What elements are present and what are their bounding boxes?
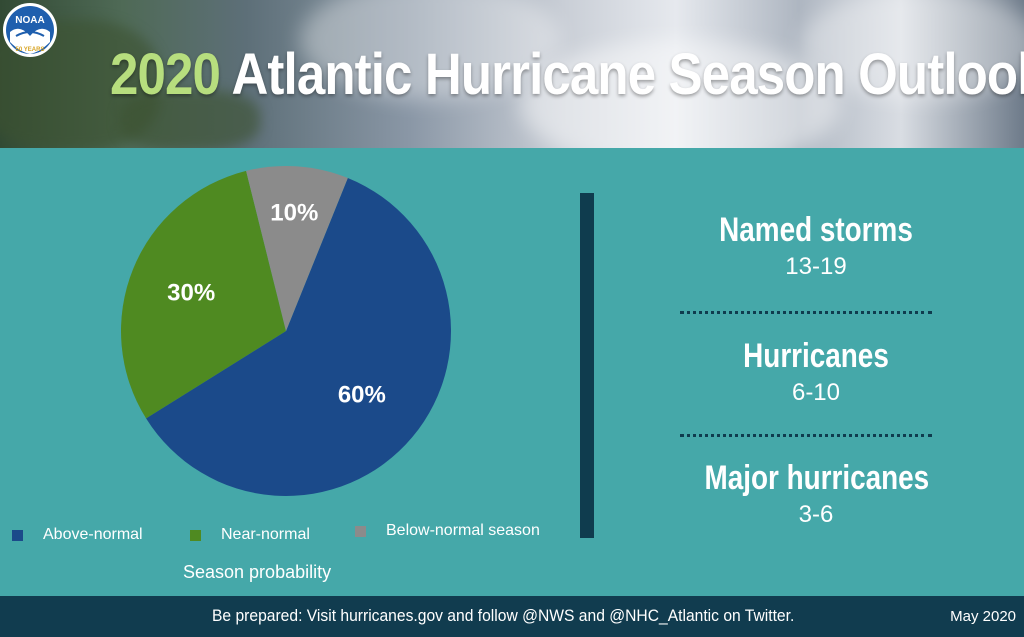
noaa-logo-icon: NOAA 50 YEARS bbox=[3, 3, 57, 57]
stat-label: Hurricanes bbox=[743, 337, 889, 375]
stat-major-hurricanes: Major hurricanes 3-6 bbox=[680, 458, 952, 530]
stat-named-storms: Named storms 13-19 bbox=[680, 210, 952, 282]
logo-text: NOAA bbox=[15, 15, 44, 26]
pie-chart: 60% 30% 10% bbox=[121, 166, 451, 497]
pie-label: 30% bbox=[167, 280, 215, 307]
dotted-separator bbox=[680, 434, 932, 437]
satellite-cloud bbox=[520, 40, 840, 148]
footer: Be prepared: Visit hurricanes.gov and fo… bbox=[0, 596, 1024, 637]
legend-item: Above-normal bbox=[12, 526, 143, 544]
logo-badge: 50 YEARS bbox=[16, 47, 45, 53]
legend-item: Near-normal bbox=[190, 526, 310, 544]
title-text: Atlantic Hurricane Season Outlook bbox=[231, 42, 1024, 107]
page-title: 2020 Atlantic Hurricane Season Outlook bbox=[110, 40, 1024, 110]
stat-hurricanes: Hurricanes 6-10 bbox=[680, 336, 952, 408]
pie-label: 60% bbox=[338, 382, 386, 409]
dotted-separator bbox=[680, 311, 932, 314]
stat-label: Major hurricanes bbox=[704, 459, 930, 497]
title-year: 2020 bbox=[110, 42, 221, 107]
footer-text: Be prepared: Visit hurricanes.gov and fo… bbox=[212, 606, 795, 625]
legend-label: Above-normal bbox=[43, 526, 143, 543]
legend-item: Below-normal season bbox=[355, 522, 540, 540]
pie-slice-below-normal-season bbox=[246, 166, 348, 331]
stat-label: Named storms bbox=[719, 211, 913, 249]
legend-swatch bbox=[12, 529, 23, 541]
stat-value: 6-10 bbox=[791, 379, 841, 406]
pie-slices bbox=[121, 166, 451, 497]
stat-value: 3-6 bbox=[798, 501, 834, 528]
pie-slice-above-normal bbox=[146, 178, 451, 497]
header-banner: NOAA 50 YEARS 2020 Atlantic Hurricane Se… bbox=[0, 0, 1024, 148]
satellite-land bbox=[120, 90, 260, 148]
vertical-divider bbox=[580, 193, 594, 538]
legend-label: Near-normal bbox=[221, 526, 310, 543]
pie-slice-near-normal bbox=[121, 170, 286, 419]
pie-labels: 60% 30% 10% bbox=[167, 199, 386, 408]
satellite-cloud bbox=[800, 0, 1024, 100]
footer-date: May 2020 bbox=[950, 608, 1016, 625]
pie-label: 10% bbox=[270, 199, 318, 226]
legend-swatch bbox=[190, 529, 201, 541]
stat-value: 13-19 bbox=[785, 253, 847, 280]
chart-caption: Season probability bbox=[183, 562, 332, 582]
satellite-cloud bbox=[300, 0, 560, 100]
legend-swatch bbox=[355, 525, 366, 537]
legend-label: Below-normal season bbox=[386, 522, 540, 539]
